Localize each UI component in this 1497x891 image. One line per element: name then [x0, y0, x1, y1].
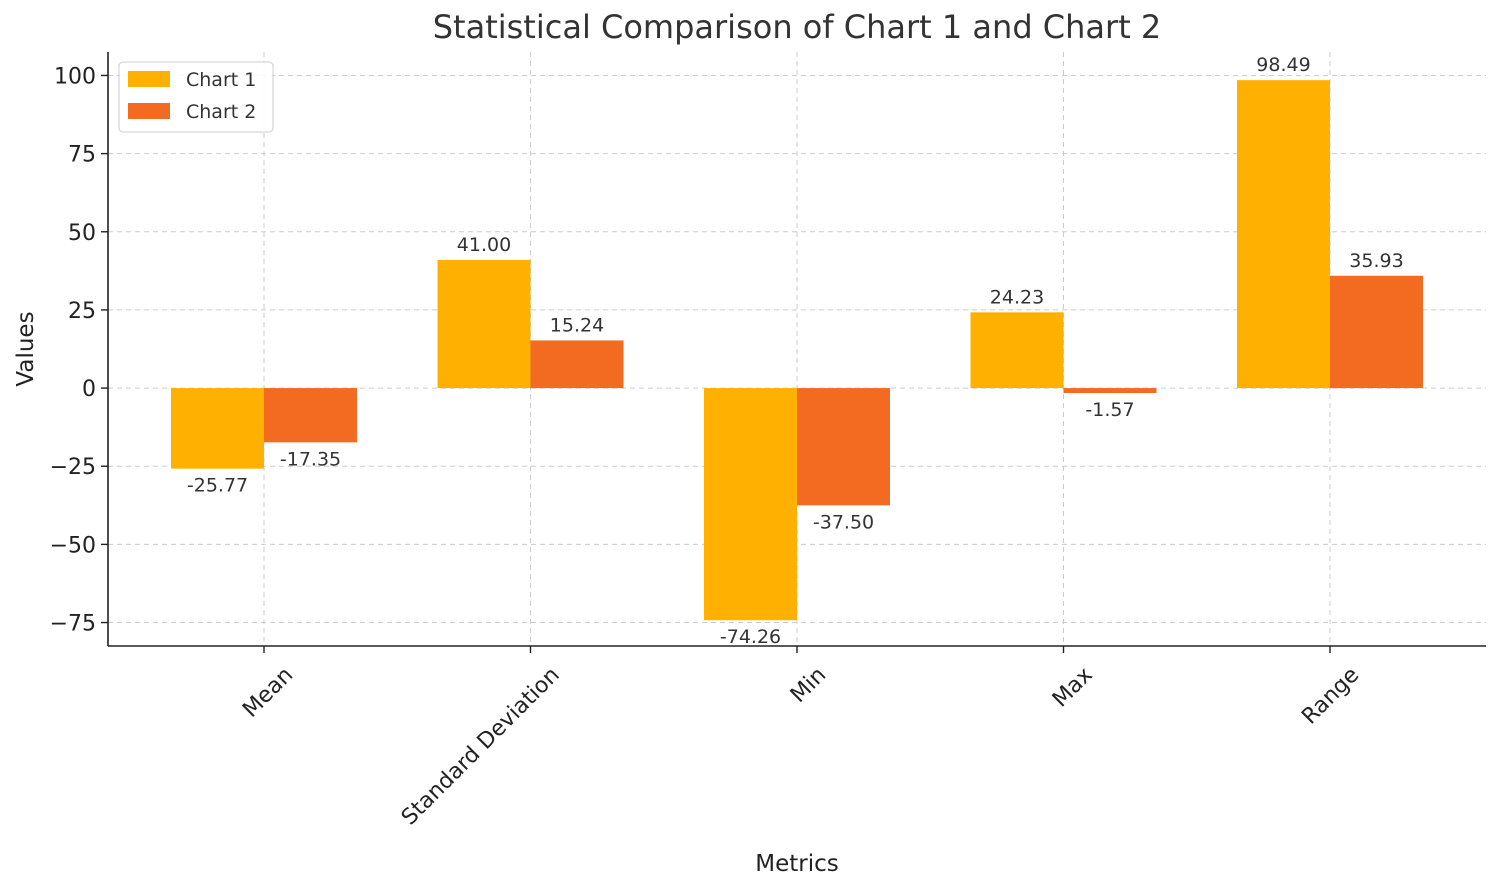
data-label: -17.35: [280, 448, 341, 470]
bar-2-max: [1063, 388, 1157, 393]
y-tick-label: 100: [54, 64, 96, 89]
y-tick-label: 0: [82, 377, 96, 402]
data-label: 35.93: [1349, 250, 1403, 272]
x-tick-label: Range: [1297, 663, 1364, 730]
x-tick-label: Standard Deviation: [397, 663, 565, 831]
legend-label: Chart 2: [186, 101, 256, 123]
data-label: -37.50: [813, 511, 874, 533]
bar-1-standard-deviation: [437, 259, 531, 389]
y-axis-label: Values: [13, 311, 39, 386]
data-label: 24.23: [990, 286, 1044, 308]
x-tick-label: Mean: [238, 663, 298, 723]
data-label: 98.49: [1256, 54, 1310, 76]
chart-title: Statistical Comparison of Chart 1 and Ch…: [433, 8, 1162, 46]
bar-1-min: [704, 388, 797, 621]
data-labels: -25.77 41.00 -74.26 24.23 98.49 -17.35 15.24 -3…: [187, 54, 1404, 648]
legend: Chart 1 Chart 2: [118, 61, 274, 133]
data-label: -25.77: [187, 475, 248, 497]
bar-2-range: [1330, 275, 1423, 389]
y-tick-label: 75: [68, 143, 96, 168]
data-label: 41.00: [457, 234, 511, 256]
y-tick-label: −50: [50, 533, 96, 558]
legend-label: Chart 1: [186, 69, 256, 91]
legend-swatch: [128, 103, 170, 119]
bar-1-mean: [171, 388, 264, 469]
bar-1-range: [1237, 80, 1330, 389]
y-tick-label: 25: [68, 299, 96, 324]
bar-2-mean: [264, 388, 357, 443]
bar-1-max: [970, 312, 1064, 389]
x-tick-label: Max: [1048, 663, 1098, 713]
y-tick-label: 50: [68, 221, 96, 246]
data-label: -74.26: [720, 626, 781, 648]
x-tick-label: Min: [786, 663, 831, 708]
legend-swatch: [128, 71, 170, 87]
bar-2-min: [797, 388, 890, 506]
bars: [171, 80, 1423, 621]
bar-2-standard-deviation: [530, 340, 624, 389]
data-label: 15.24: [550, 314, 604, 336]
y-tick-label: −75: [50, 612, 96, 637]
data-label: -1.57: [1085, 399, 1134, 421]
x-axis-label: Metrics: [755, 851, 839, 877]
y-tick-label: −25: [50, 455, 96, 480]
